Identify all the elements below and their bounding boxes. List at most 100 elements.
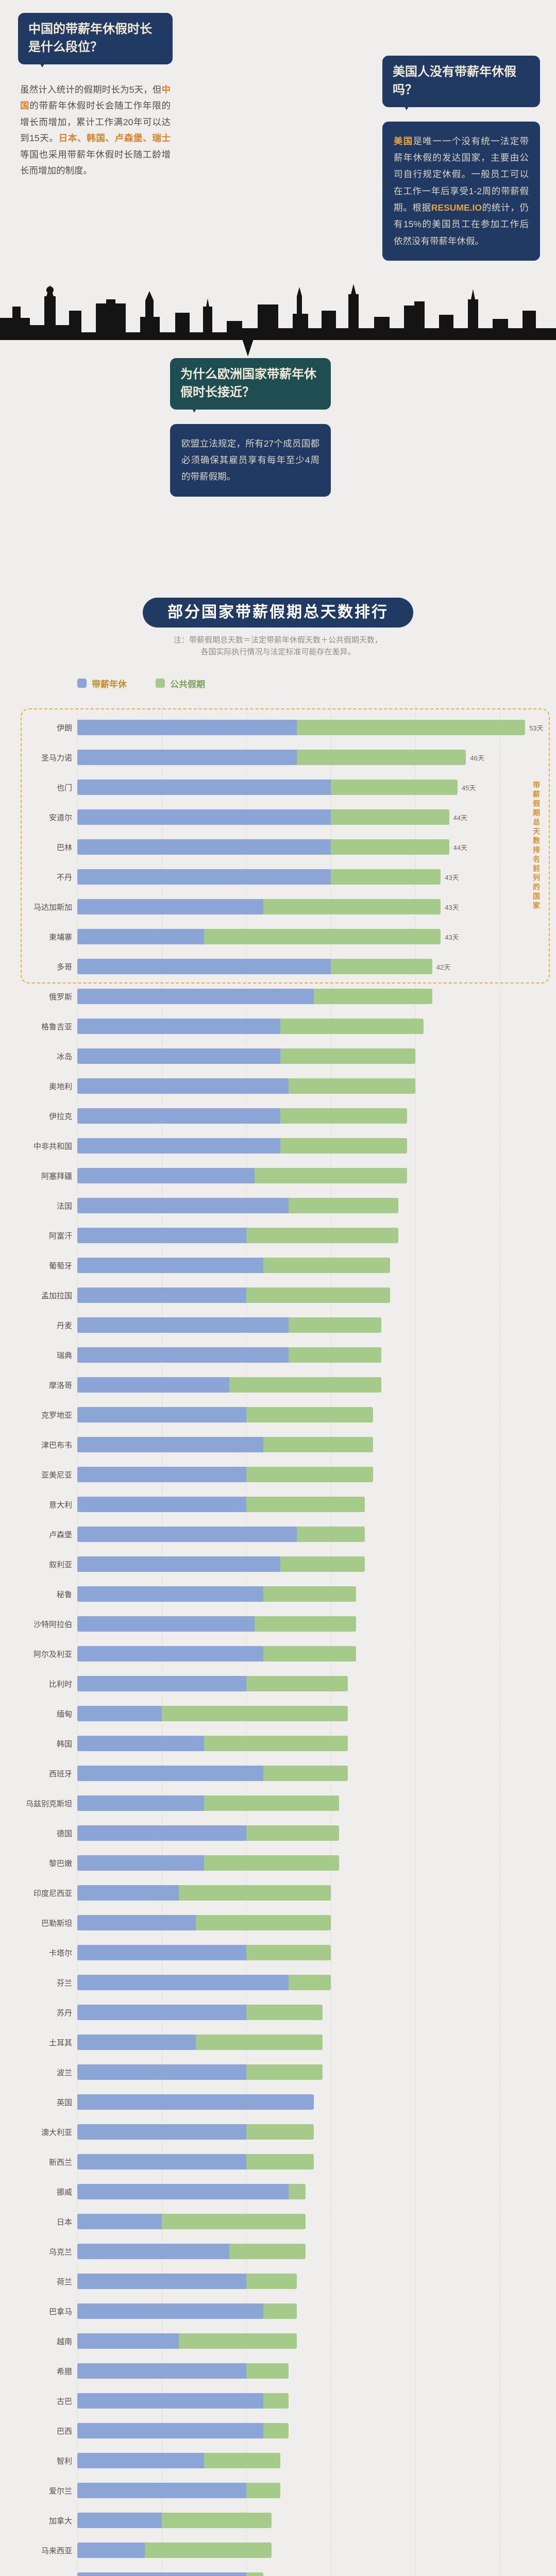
- country-label: 比利时: [48, 1680, 72, 1689]
- annual-leave-bar: [77, 1825, 246, 1841]
- public-holiday-bar: [280, 1556, 365, 1572]
- annual-leave-bar: [77, 1048, 280, 1064]
- annual-leave-bar: [77, 1527, 297, 1542]
- speech-tail: [241, 336, 255, 357]
- public-holiday-bar: [178, 1885, 331, 1901]
- public-holiday-bar: [162, 2214, 306, 2229]
- chart-row: 卢森堡: [0, 1519, 556, 1549]
- public-holiday-bar: [246, 2483, 280, 2498]
- country-label: 安道尔: [48, 813, 72, 822]
- public-holiday-bar: [263, 1258, 390, 1273]
- public-holiday-bar: [280, 1019, 424, 1034]
- public-holiday-bar: [314, 989, 432, 1004]
- chart-row: 巴勒斯坦: [0, 1908, 556, 1938]
- chart-row: 格鲁吉亚: [0, 1011, 556, 1041]
- country-label: 叙利亚: [48, 1560, 72, 1569]
- chart-row: 乌克兰: [0, 2236, 556, 2266]
- annual-leave-bar: [77, 1168, 255, 1183]
- total-days-label: 45天: [462, 784, 476, 792]
- chart-row: 奥地利: [0, 1071, 556, 1101]
- country-label: 德国: [56, 1829, 72, 1838]
- chart-section: 部分国家带薪假期总天数排行 注：带薪假期总天数＝法定带薪年休假天数＋公共假期天数…: [0, 598, 556, 2576]
- country-label: 古巴: [56, 2397, 72, 2406]
- annual-leave-bar: [77, 2333, 179, 2349]
- public-holiday-bar: [246, 2154, 314, 2170]
- annual-leave-bar: [77, 1407, 246, 1422]
- public-holiday-bar: [229, 2244, 306, 2259]
- public-holiday-bar: [255, 1616, 357, 1632]
- public-holiday-bar: [331, 959, 432, 974]
- country-label: 越南: [56, 2337, 72, 2346]
- chart-row: 卡塔尔: [0, 1938, 556, 1968]
- public-holiday-bar: [246, 1467, 373, 1482]
- annual-leave-bar: [77, 2035, 196, 2050]
- annual-leave-bar: [77, 1258, 263, 1273]
- public-holiday-bar: [263, 2303, 297, 2319]
- public-holiday-bar: [289, 1975, 331, 1990]
- public-holiday-bar: [280, 1108, 407, 1124]
- answer-usa-highlight: 美国: [394, 135, 413, 146]
- public-holiday-bar: [263, 1646, 357, 1662]
- annual-leave-bar: [77, 1347, 289, 1363]
- chart-row: 芬兰: [0, 1968, 556, 1997]
- chart-row: 挪威: [0, 2177, 556, 2207]
- chart-subtitle-line1: 注：带薪假期总天数＝法定带薪年休假天数＋公共假期天数，: [173, 636, 382, 645]
- annual-leave-bar: [77, 1646, 263, 1662]
- chart-row: 波兰: [0, 2057, 556, 2087]
- answer-usa-box: 美国是唯一一个没有统一法定带薪年休假的发达国家，主要由公司自行规定休假。一般员工…: [382, 121, 540, 261]
- country-label: 乌兹别克斯坦: [25, 1799, 72, 1808]
- country-label: 孟加拉国: [41, 1291, 72, 1300]
- country-label: 缅甸: [56, 1709, 72, 1719]
- annual-leave-bar: [77, 1108, 280, 1124]
- country-label: 希腊: [56, 2367, 72, 2376]
- public-holiday-bar: [246, 1407, 373, 1422]
- public-holiday-bar: [204, 2453, 280, 2468]
- answer-china-part3: 等国也采用带薪年休假时长随工龄增长而增加的制度。: [20, 149, 171, 176]
- chart-row: 葡萄牙: [0, 1250, 556, 1280]
- qa-europe-block: 为什么欧洲国家带薪年休假时长接近？ 欧盟立法规定，所有27个成员国都必须确保其雇…: [170, 358, 331, 497]
- chart-subtitle-line2: 各国实际执行情况与法定标准可能存在差异。: [200, 647, 356, 656]
- chart-row: 沙特阿拉伯: [0, 1609, 556, 1639]
- public-holiday-bar: [297, 750, 466, 765]
- country-label: 爱尔兰: [48, 2486, 72, 2496]
- chart-row: 加拿大: [0, 2505, 556, 2535]
- annual-leave-bar: [77, 1736, 204, 1751]
- country-label: 也门: [56, 783, 72, 792]
- country-label: 马达加斯加: [33, 903, 72, 912]
- chart-row: 叙利亚: [0, 1549, 556, 1579]
- country-label: 圣马力诺: [41, 753, 72, 762]
- country-label: 巴勒斯坦: [41, 1919, 72, 1928]
- chart-row: 希腊: [0, 2356, 556, 2386]
- total-days-label: 43天: [445, 903, 459, 911]
- public-holiday-bar: [246, 2005, 323, 2020]
- chart-row: 比利时: [0, 1669, 556, 1699]
- country-label: 秘鲁: [56, 1590, 72, 1599]
- annual-leave-bar: [77, 2393, 263, 2409]
- country-label: 摩洛哥: [48, 1381, 72, 1390]
- country-label: 津巴布韦: [41, 1440, 72, 1450]
- annual-leave-bar: [77, 2483, 246, 2498]
- chart-row: 越南: [0, 2326, 556, 2356]
- country-label: 奥地利: [48, 1082, 72, 1091]
- chart-row: 马达加斯加 43天: [0, 892, 556, 922]
- annual-leave-bar: [77, 1078, 289, 1094]
- annual-leave-bar: [77, 1287, 246, 1303]
- chart-row: 缅甸: [0, 1699, 556, 1728]
- country-label: 印度尼西亚: [33, 1889, 72, 1898]
- country-label: 瑞典: [56, 1351, 72, 1360]
- answer-usa-resume-highlight: RESUME.IO: [431, 202, 482, 213]
- chart-row: 孟加拉国: [0, 1280, 556, 1310]
- public-holiday-bar: [204, 1736, 348, 1751]
- annual-leave-bar: [77, 1616, 255, 1632]
- chart-row: 也门 45天: [0, 772, 556, 802]
- chart-row: 法国: [0, 1191, 556, 1221]
- total-days-label: 53天: [529, 724, 544, 732]
- public-holiday-bar: [246, 1497, 365, 1512]
- annual-leave-bar: [77, 720, 297, 735]
- public-holiday-bar: [263, 2423, 289, 2438]
- public-holiday-bar: [289, 1078, 415, 1094]
- annual-leave-bar: [77, 2513, 162, 2528]
- public-holiday-bar: [246, 2064, 323, 2080]
- answer-china-part1: 虽然计入统计的假期时长为5天，但: [20, 84, 162, 95]
- chart-row: 苏丹: [0, 1997, 556, 2027]
